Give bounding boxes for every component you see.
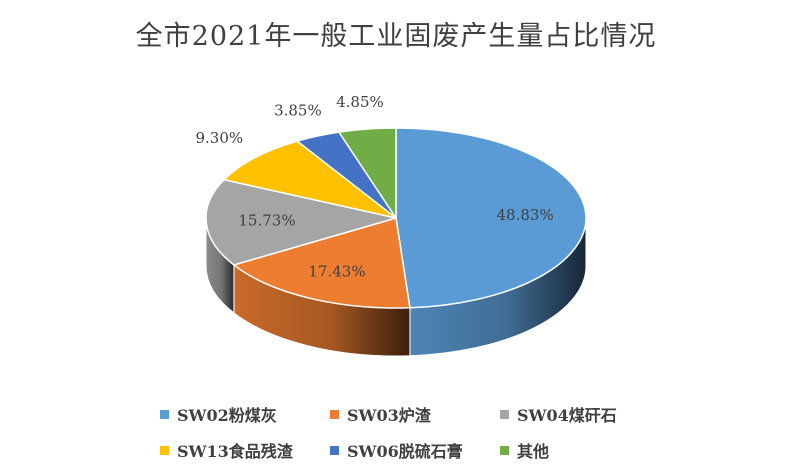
legend-label: SW03炉渣 [347, 406, 431, 425]
legend-label: SW04煤矸石 [517, 406, 617, 425]
pie-side-walls [205, 217, 587, 357]
data-label: 17.43% [308, 262, 365, 280]
legend-swatch [500, 409, 509, 419]
data-label: 48.83% [497, 206, 554, 224]
data-label: 15.73% [238, 211, 295, 229]
legend-item: SW04煤矸石 [500, 402, 670, 426]
pie-slice [337, 127, 397, 221]
legend: SW02粉煤灰 SW03炉渣 SW04煤矸石 SW13食品残渣 SW06脱硫石膏 其他 [160, 396, 680, 468]
legend-swatch [330, 409, 339, 419]
pie-slice [205, 178, 397, 266]
pie-slice [395, 127, 587, 309]
pie-top-faces [205, 127, 587, 309]
data-labels: 48.83% 17.43% 15.73% 9.30% 3.85% 4.85% [195, 93, 553, 281]
legend-swatch [160, 445, 169, 455]
legend-item: SW06脱硫石膏 [330, 438, 500, 462]
legend-label: 其他 [517, 442, 550, 461]
pie-slice [232, 217, 411, 309]
legend-swatch [500, 445, 509, 455]
legend-label: SW06脱硫石膏 [347, 442, 463, 461]
data-label: 4.85% [336, 93, 384, 111]
legend-row: SW02粉煤灰 SW03炉渣 SW04煤矸石 [160, 396, 680, 432]
legend-label: SW02粉煤灰 [177, 406, 277, 425]
legend-swatch [160, 409, 169, 419]
legend-swatch [330, 445, 339, 455]
pie-slice [222, 140, 397, 219]
legend-label: SW13食品残渣 [177, 442, 293, 461]
legend-item: 其他 [500, 438, 670, 462]
legend-row: SW13食品残渣 SW06脱硫石膏 其他 [160, 432, 680, 468]
chart-title: 全市2021年一般工业固废产生量占比情况 [135, 21, 657, 52]
data-label: 9.30% [195, 129, 243, 147]
legend-item: SW02粉煤灰 [160, 402, 330, 426]
legend-item: SW03炉渣 [330, 402, 500, 426]
data-label: 3.85% [274, 102, 322, 120]
legend-item: SW13食品残渣 [160, 438, 330, 462]
